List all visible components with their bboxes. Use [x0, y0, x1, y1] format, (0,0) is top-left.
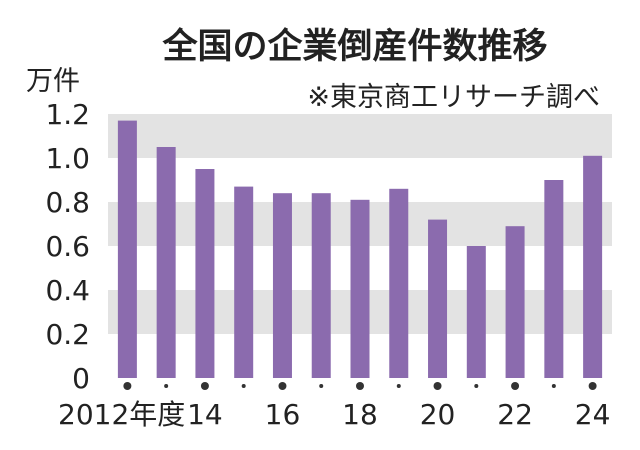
x-tick-label: 20: [420, 398, 456, 431]
bar: [350, 199, 370, 378]
x-tick-mark: [200, 382, 209, 390]
bar: [466, 246, 486, 378]
bars: [117, 120, 603, 378]
bar: [311, 193, 331, 378]
bar: [272, 193, 292, 378]
bar: [117, 120, 137, 378]
x-tick-mark: [474, 384, 479, 388]
x-tick-mark: [278, 382, 287, 390]
x-tick-mark: [551, 384, 556, 388]
y-tick-label: 0.6: [45, 230, 90, 263]
y-axis-unit-label: 万件: [26, 66, 80, 97]
bar: [156, 147, 176, 378]
bar: [389, 188, 409, 378]
x-tick-label: 24: [575, 398, 611, 431]
x-axis: 2012年度 14 16 18 20 22 24: [58, 382, 610, 431]
chart-subtitle: ※東京商工リサーチ調べ: [307, 82, 600, 113]
x-tick-label: 18: [342, 398, 378, 431]
x-tick-mark: [433, 382, 442, 390]
x-tick-mark: [511, 382, 520, 390]
bar: [505, 226, 525, 378]
y-tick-label: 0: [72, 362, 90, 395]
bar: [583, 155, 603, 378]
y-tick-label: 0.2: [45, 318, 90, 351]
x-tick-mark: [241, 384, 246, 388]
bar: [195, 169, 215, 378]
x-tick-mark: [164, 384, 169, 388]
y-tick-label: 1.0: [45, 142, 90, 175]
x-tick-mark: [356, 382, 364, 390]
x-tick-mark: [123, 382, 132, 390]
x-tick-label: 14: [187, 398, 223, 431]
x-tick-label: 16: [265, 398, 301, 431]
bar: [428, 219, 448, 378]
bar: [544, 180, 564, 378]
y-tick-label: 0.8: [45, 186, 90, 219]
y-tick-label: 0.4: [45, 274, 90, 307]
x-tick-mark: [319, 384, 324, 388]
x-tick-label: 2012年度: [58, 398, 185, 431]
y-axis: 1.2 1.0 0.8 0.6 0.4 0.2 0: [45, 98, 90, 395]
y-tick-label: 1.2: [45, 98, 90, 131]
x-tick-mark: [396, 384, 401, 388]
grid-band: [108, 114, 612, 158]
x-tick-label: 22: [497, 398, 533, 431]
bar: [234, 186, 254, 378]
chart-title: 全国の企業倒産件数推移: [161, 26, 547, 67]
x-tick-mark: [588, 382, 597, 390]
